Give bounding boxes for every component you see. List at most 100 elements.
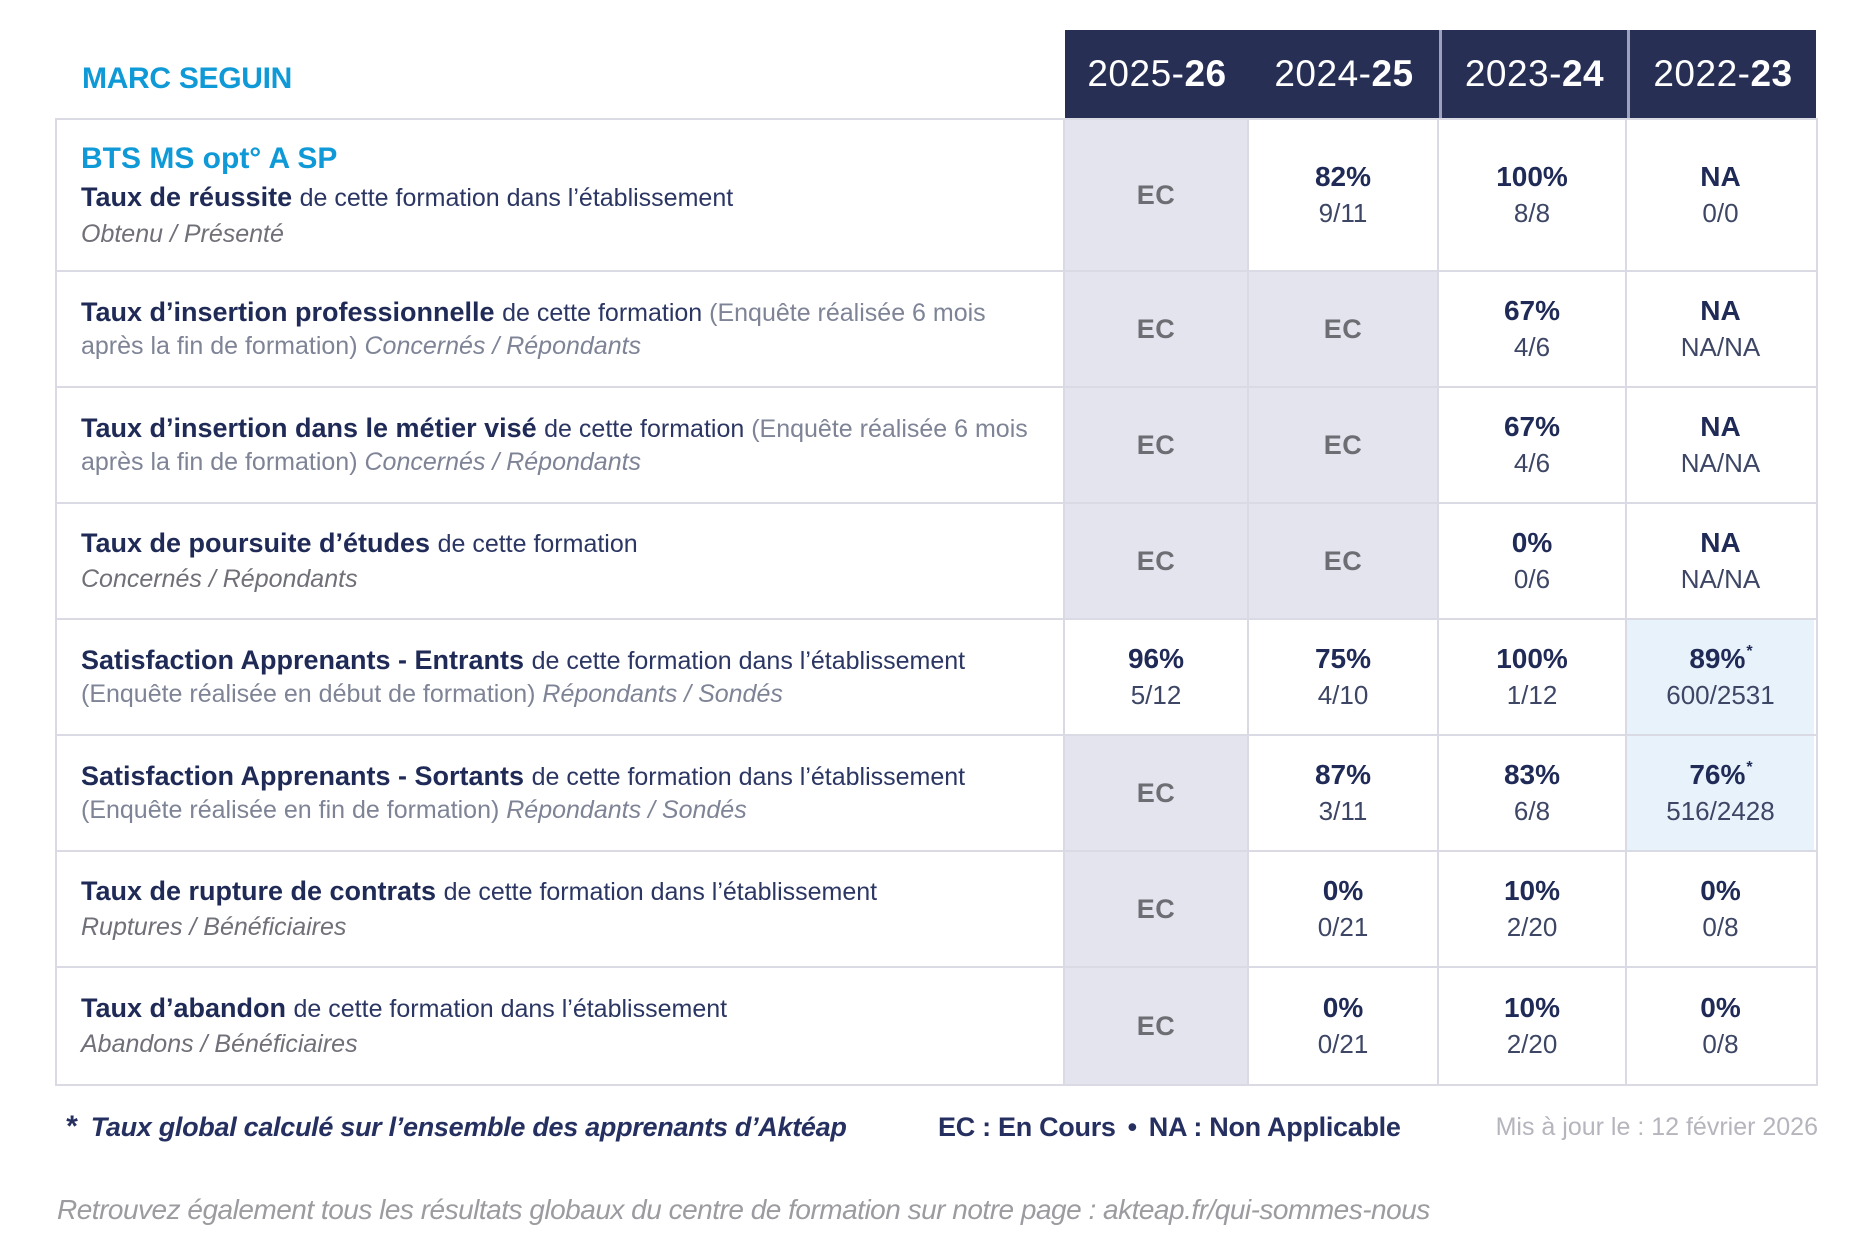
year-header-2023-24: 2023- 24 [1439, 30, 1627, 118]
cell-value: 76%* [1689, 758, 1753, 790]
cell-fraction: NA/NA [1680, 448, 1761, 478]
cell-value: 0% [1511, 527, 1553, 558]
value-cell: EC [1247, 504, 1437, 618]
value-cell: 0% 0/8 [1625, 852, 1814, 966]
row-label: Satisfaction Apprenants - Sortants de ce… [57, 736, 1063, 850]
value-cell: NA NA/NA [1625, 388, 1814, 502]
legend-ec: EC : En Cours [938, 1111, 1116, 1142]
table-header: MARC SEGUIN 2025- 26 2024- 25 2023- 24 2022… [55, 30, 1818, 118]
indicator-label: Taux d’insertion dans le métier visé de … [81, 412, 1028, 477]
cell-value: EC [1323, 313, 1363, 344]
table-row: Taux d’insertion dans le métier visé de … [57, 388, 1816, 504]
cell-fraction: 4/6 [1513, 332, 1551, 362]
value-cell: 100% 1/12 [1437, 620, 1625, 734]
value-cell: 0% 0/6 [1437, 504, 1625, 618]
cell-fraction: 5/12 [1130, 680, 1182, 710]
indicator-label: Taux de poursuite d’études de cette form… [81, 527, 638, 558]
year-header-2022-23: 2022- 23 [1627, 30, 1816, 118]
table-row: Satisfaction Apprenants - Sortants de ce… [57, 736, 1816, 852]
indicator-subtitle: Ruptures / Bénéficiaires [81, 913, 347, 942]
indicator-label: Satisfaction Apprenants - Entrants de ce… [81, 644, 966, 709]
table-row: Taux de rupture de contrats de cette for… [57, 852, 1816, 968]
cell-fraction: 0/21 [1317, 1029, 1369, 1059]
value-cell: 87% 3/11 [1247, 736, 1437, 850]
value-cell: 0% 0/21 [1247, 852, 1437, 966]
value-cell: 83% 6/8 [1437, 736, 1625, 850]
org-name: MARC SEGUIN [82, 62, 293, 95]
cell-value: NA [1700, 411, 1741, 442]
value-cell: EC [1063, 968, 1247, 1084]
value-cell: 96% 5/12 [1063, 620, 1247, 734]
value-cell: EC [1063, 852, 1247, 966]
cell-fraction: 600/2531 [1666, 680, 1775, 710]
table-row: Satisfaction Apprenants - Entrants de ce… [57, 620, 1816, 736]
indicator-label: Taux de rupture de contrats de cette for… [81, 875, 878, 906]
value-cell: 67% 4/6 [1437, 272, 1625, 386]
cell-value: 100% [1496, 161, 1568, 192]
value-cell: 100% 8/8 [1437, 120, 1625, 270]
org-cell: MARC SEGUIN [57, 30, 1065, 118]
cell-value: 89%* [1689, 642, 1753, 674]
cell-value: 83% [1503, 759, 1561, 790]
cell-value: 67% [1503, 295, 1561, 326]
cell-fraction: 0/6 [1513, 564, 1551, 594]
row-label: Taux d’insertion dans le métier visé de … [57, 388, 1063, 502]
cell-value: 0% [1322, 992, 1364, 1023]
indicator-subtitle: Concernés / Répondants [81, 565, 358, 594]
cell-value: 100% [1496, 643, 1568, 674]
footnote: * Taux global calculé sur l’ensemble des … [55, 1110, 847, 1144]
cell-value: EC [1136, 179, 1176, 210]
cell-value: 0% [1322, 875, 1364, 906]
table-row: BTS MS opt° A SP Taux de réussite de cet… [57, 120, 1816, 272]
value-cell: NA NA/NA [1625, 272, 1814, 386]
table-body: BTS MS opt° A SP Taux de réussite de cet… [55, 118, 1818, 1086]
indicator-label: Taux d’insertion professionnelle de cett… [81, 296, 986, 361]
footnote-asterisk: * [1746, 642, 1753, 660]
cell-value: EC [1136, 777, 1176, 808]
cell-value: NA [1700, 161, 1741, 192]
cell-fraction: 4/10 [1317, 680, 1369, 710]
cell-value: 67% [1503, 411, 1561, 442]
cell-value: EC [1136, 313, 1176, 344]
value-cell: 10% 2/20 [1437, 852, 1625, 966]
cell-value: NA [1700, 295, 1741, 326]
row-label: Taux de poursuite d’études de cette form… [57, 504, 1063, 618]
abbreviation-legend: EC : En Cours • NA : Non Applicable [938, 1112, 1401, 1143]
cell-value: EC [1136, 429, 1176, 460]
footnote-text: Taux global calculé sur l’ensemble des a… [90, 1112, 847, 1142]
cell-value: NA [1700, 527, 1741, 558]
row-label: Taux d’insertion professionnelle de cett… [57, 272, 1063, 386]
value-cell: 89%* 600/2531 [1625, 620, 1814, 734]
cell-value: 10% [1503, 875, 1561, 906]
cell-fraction: NA/NA [1680, 332, 1761, 362]
cell-fraction: 4/6 [1513, 448, 1551, 478]
legend-separator: • [1127, 1111, 1137, 1142]
cell-value: 0% [1700, 992, 1741, 1023]
cell-value: EC [1323, 429, 1363, 460]
cell-fraction: 0/8 [1702, 1029, 1739, 1059]
value-cell: EC [1063, 736, 1247, 850]
updated-date: Mis à jour le : 12 février 2026 [1495, 1112, 1818, 1141]
indicator-subtitle: Obtenu / Présenté [81, 219, 284, 248]
value-cell: 0% 0/8 [1625, 968, 1814, 1084]
cell-fraction: 9/11 [1318, 198, 1368, 228]
cell-value: 10% [1503, 992, 1561, 1023]
cell-value: EC [1136, 893, 1176, 924]
results-report: MARC SEGUIN 2025- 26 2024- 25 2023- 24 2022… [55, 30, 1818, 1226]
indicator-label: Taux d’abandon de cette formation dans l… [81, 992, 728, 1023]
cell-fraction: 3/11 [1318, 796, 1368, 826]
cell-value: 75% [1314, 643, 1372, 674]
value-cell: EC [1063, 504, 1247, 618]
cell-fraction: 0/21 [1317, 912, 1369, 942]
cell-value: EC [1323, 545, 1363, 576]
program-title: BTS MS opt° A SP [81, 142, 338, 176]
value-cell: EC [1247, 272, 1437, 386]
year-header-2025-26: 2025- 26 [1065, 30, 1249, 118]
row-label: Satisfaction Apprenants - Entrants de ce… [57, 620, 1063, 734]
indicator-label: Taux de réussite de cette formation dans… [81, 181, 734, 212]
cell-fraction: 2/20 [1506, 1029, 1558, 1059]
cell-value: 87% [1314, 759, 1372, 790]
row-label: Taux d’abandon de cette formation dans l… [57, 968, 1063, 1084]
table-row: Taux d’abandon de cette formation dans l… [57, 968, 1816, 1084]
value-cell: 82% 9/11 [1247, 120, 1437, 270]
